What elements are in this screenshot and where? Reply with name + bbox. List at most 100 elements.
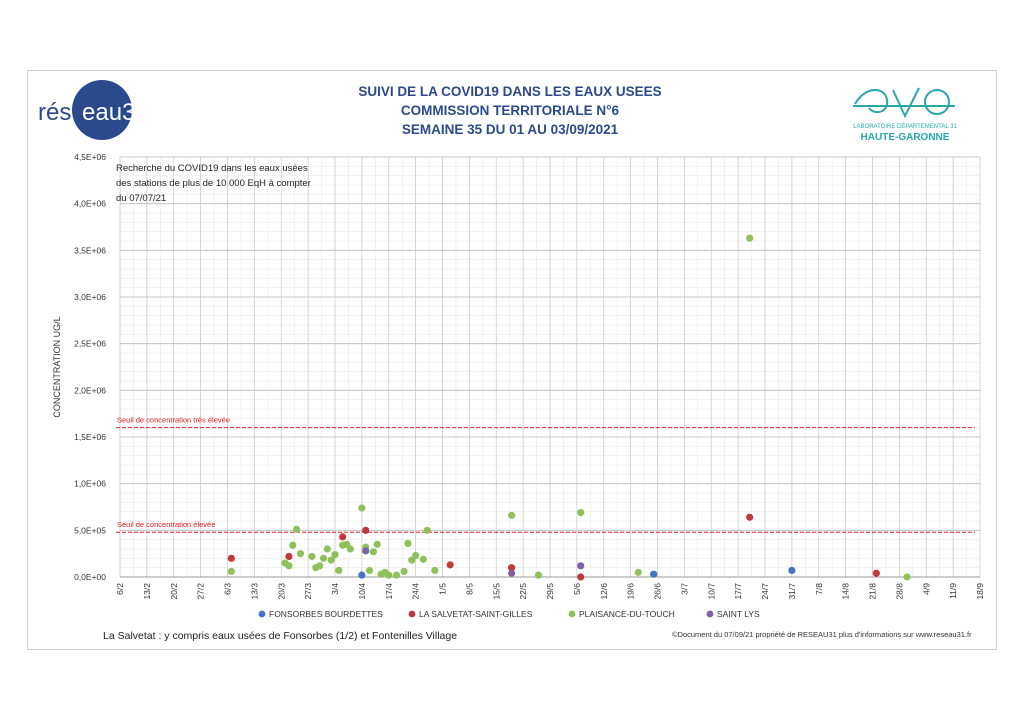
data-point — [316, 562, 324, 570]
x-tick-label: 17/4 — [384, 583, 394, 600]
y-tick-label: 4,0E+06 — [74, 199, 106, 209]
threshold-label: Seuil de concentration très élevée — [117, 416, 230, 425]
footer-left: La Salvetat : y compris eaux usées de Fo… — [103, 630, 458, 642]
legend-marker — [706, 610, 714, 618]
x-tick-label: 6/3 — [223, 583, 233, 595]
x-tick-label: 10/4 — [357, 583, 367, 600]
x-tick-label: 13/3 — [249, 583, 259, 600]
eva-logo-line2: HAUTE-GARONNE — [861, 132, 950, 143]
eva-logo: LABORATOIRE DÉPARTEMENTAL 31 HAUTE-GARON… — [853, 87, 957, 143]
x-tick-label: 21/8 — [868, 583, 878, 600]
data-point — [412, 551, 420, 560]
data-point — [431, 566, 439, 575]
data-point — [746, 234, 754, 242]
data-point — [419, 555, 427, 563]
data-point — [577, 508, 585, 517]
legend-label: LA SALVETAT-SAINT-GILLES — [419, 609, 533, 619]
x-tick-label: 7/8 — [814, 583, 824, 595]
x-tick-label: 5/6 — [572, 583, 582, 595]
y-tick-label: 3,0E+06 — [74, 292, 106, 302]
data-point — [319, 554, 328, 562]
data-point — [903, 573, 911, 581]
data-point — [358, 504, 366, 512]
threshold-label: Seuil de concentration élevée — [117, 520, 215, 529]
reseau31-logo-text-b: eau31 — [82, 99, 134, 126]
data-point — [365, 566, 374, 575]
data-point — [346, 545, 354, 553]
title-line-2: COMMISSION TERRITORIALE N°6 — [400, 103, 620, 118]
y-tick-label: 1,0E+06 — [74, 479, 106, 489]
data-point — [308, 552, 316, 561]
reseau31-logo-text-a: rés — [38, 99, 71, 126]
legend-label: PLAISANCE-DU-TOUCH — [579, 609, 675, 619]
legend-marker — [568, 610, 576, 618]
data-point — [335, 566, 343, 575]
data-point — [362, 547, 370, 555]
data-point — [339, 533, 347, 541]
data-point — [369, 548, 377, 556]
data-point — [392, 571, 401, 579]
y-axis-label: CONCENTRATION UG/L — [52, 316, 62, 417]
y-tick-label: 5,0E+05 — [74, 525, 106, 535]
x-tick-label: 4/9 — [921, 583, 931, 595]
x-tick-label: 24/7 — [760, 583, 770, 600]
data-point — [788, 566, 796, 575]
x-tick-label: 31/7 — [787, 583, 797, 600]
data-point — [327, 556, 335, 564]
title-line-3: SEMAINE 35 DU 01 AU 03/09/2021 — [401, 122, 619, 137]
data-point — [508, 511, 516, 519]
data-point — [404, 539, 412, 548]
x-tick-label: 22/5 — [518, 583, 528, 600]
legend-label: SAINT LYS — [717, 609, 760, 619]
x-tick-label: 3/4 — [330, 583, 340, 595]
x-tick-label: 29/5 — [545, 583, 555, 600]
data-point — [227, 554, 235, 562]
x-tick-label: 17/7 — [733, 583, 743, 600]
data-point — [872, 569, 880, 577]
data-point — [385, 571, 393, 579]
data-point — [227, 567, 235, 576]
chart-note: Recherche du COVID19 dans les eaux usées… — [116, 163, 311, 204]
data-point — [323, 545, 331, 553]
chart-frame — [27, 70, 997, 650]
x-tick-label: 13/2 — [142, 583, 152, 600]
eva-logo-line1: LABORATOIRE DÉPARTEMENTAL 31 — [853, 123, 957, 130]
data-point — [423, 526, 431, 534]
data-point — [650, 570, 658, 578]
legend-marker — [258, 610, 266, 618]
data-point — [577, 573, 585, 581]
x-tick-label: 26/6 — [653, 583, 663, 600]
data-point — [400, 567, 408, 576]
data-point — [508, 569, 516, 577]
y-tick-label: 4,5E+06 — [74, 152, 106, 162]
x-tick-label: 6/2 — [115, 583, 125, 595]
data-point — [534, 571, 543, 579]
x-tick-label: 8/5 — [464, 583, 474, 595]
x-tick-label: 12/6 — [599, 583, 609, 600]
x-tick-label: 15/5 — [491, 583, 501, 600]
y-tick-label: 0,0E+00 — [74, 572, 106, 582]
chart-title: SUIVI DE LA COVID19 DANS LES EAUX USEES … — [280, 82, 740, 139]
data-point — [285, 562, 293, 570]
x-tick-label: 27/3 — [303, 583, 313, 600]
title-line-1: SUIVI DE LA COVID19 DANS LES EAUX USEES — [358, 84, 662, 99]
reseau31-logo: rés eau31 — [38, 80, 134, 140]
x-tick-label: 11/9 — [948, 583, 958, 599]
data-point — [358, 571, 366, 579]
y-tick-label: 1,5E+06 — [74, 432, 106, 442]
data-point — [289, 541, 297, 549]
x-tick-label: 3/7 — [679, 583, 689, 595]
x-tick-label: 28/8 — [894, 583, 904, 600]
data-point — [331, 551, 339, 559]
x-tick-label: 19/6 — [626, 583, 636, 600]
legend-marker — [408, 610, 416, 618]
data-point — [577, 562, 585, 570]
data-point — [373, 540, 381, 548]
data-point — [508, 564, 516, 572]
x-tick-label: 20/2 — [169, 583, 179, 600]
y-tick-label: 2,0E+06 — [74, 385, 106, 395]
x-tick-label: 24/4 — [411, 583, 421, 600]
legend-label: FONSORBES BOURDETTES — [269, 609, 383, 619]
x-tick-label: 20/3 — [276, 583, 286, 600]
